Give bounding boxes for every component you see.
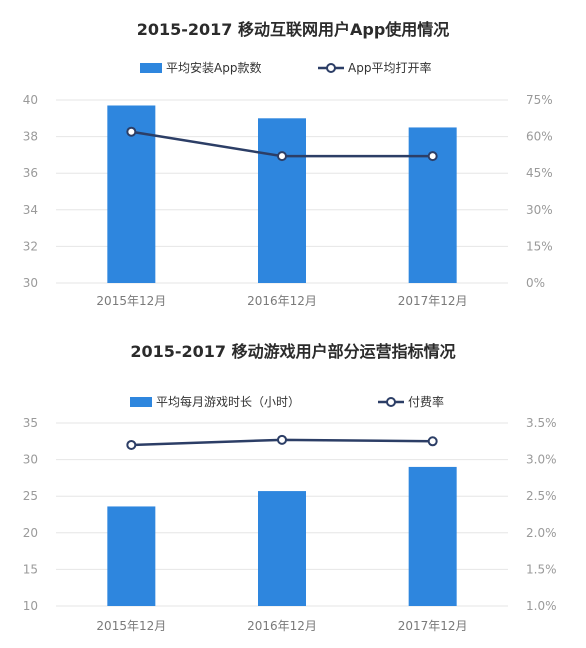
line-point: [277, 434, 287, 445]
x-category-label: 2015年12月: [96, 619, 166, 633]
line-point: [427, 436, 438, 447]
legend-swatch-marker: [386, 397, 396, 407]
line-point: [126, 439, 137, 450]
y-tick-label: 35: [23, 416, 38, 430]
legend-label-bar: 平均安装App款数: [166, 60, 261, 75]
line-point: [427, 151, 438, 162]
y-tick-label: 10: [23, 599, 38, 613]
y2-tick-label: 3.5%: [526, 416, 557, 430]
bar: [408, 466, 457, 606]
x-category-label: 2015年12月: [96, 294, 166, 308]
y-tick-label: 36: [23, 166, 38, 180]
y2-tick-label: 45%: [526, 166, 553, 180]
bar: [258, 118, 306, 283]
y-tick-label: 34: [23, 203, 38, 217]
y2-tick-label: 75%: [526, 93, 553, 107]
chart-title: 2015-2017 移动游戏用户部分运营指标情况: [130, 342, 455, 361]
y-tick-label: 25: [23, 489, 38, 503]
bar: [258, 491, 306, 606]
line-point: [126, 126, 137, 137]
legend-label-line: 付费率: [408, 394, 444, 409]
line-point: [277, 151, 287, 162]
legend: 平均安装App款数 App平均打开率: [140, 60, 431, 75]
y2-tick-label: 2.5%: [526, 489, 557, 503]
y-tick-label: 30: [23, 453, 38, 467]
x-category-label: 2017年12月: [398, 294, 468, 308]
legend-label-bar: 平均每月游戏时长（小时）: [156, 394, 300, 409]
legend: 平均每月游戏时长（小时） 付费率: [130, 394, 444, 409]
bar: [107, 506, 156, 606]
chart-title: 2015-2017 移动互联网用户App使用情况: [137, 20, 450, 39]
bar: [408, 127, 457, 283]
legend-swatch-marker: [326, 63, 336, 73]
y-tick-label: 32: [23, 239, 38, 253]
y-tick-label: 15: [23, 562, 38, 576]
y2-tick-label: 60%: [526, 130, 553, 144]
x-category-label: 2017年12月: [398, 619, 468, 633]
x-category-label: 2016年12月: [247, 294, 317, 308]
y2-tick-label: 3.0%: [526, 453, 557, 467]
y2-tick-label: 30%: [526, 203, 553, 217]
legend-swatch-bar: [130, 397, 152, 407]
y-tick-label: 40: [23, 93, 38, 107]
y2-tick-label: 0%: [526, 276, 545, 290]
legend-swatch-bar: [140, 63, 162, 73]
y-tick-label: 30: [23, 276, 38, 290]
y2-tick-label: 1.5%: [526, 562, 557, 576]
y2-tick-label: 2.0%: [526, 526, 557, 540]
x-category-label: 2016年12月: [247, 619, 317, 633]
y-tick-label: 20: [23, 526, 38, 540]
y-tick-label: 38: [23, 130, 38, 144]
y2-tick-label: 1.0%: [526, 599, 557, 613]
legend-label-line: App平均打开率: [348, 60, 431, 75]
y2-tick-label: 15%: [526, 239, 553, 253]
